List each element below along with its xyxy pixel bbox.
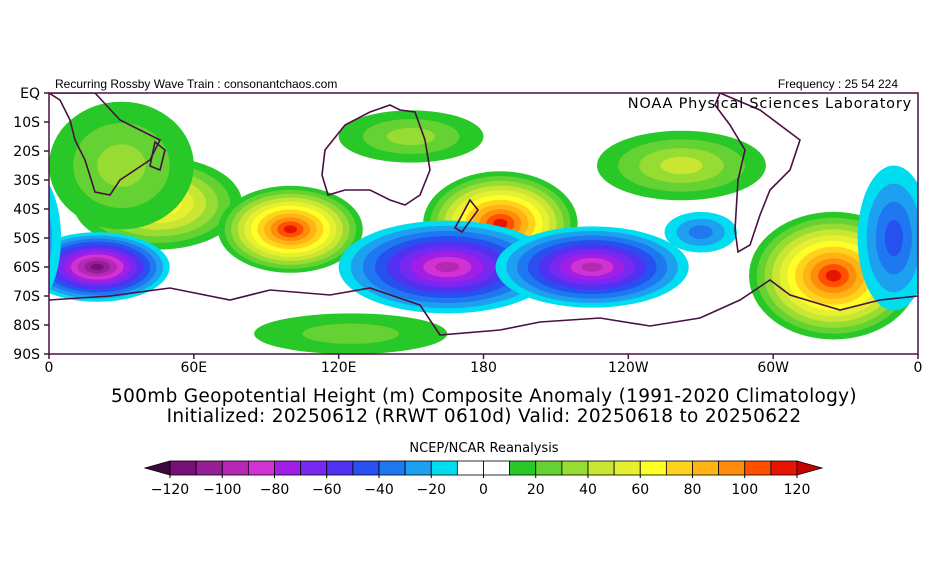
colorbar-box (509, 460, 537, 476)
anomaly-contour (688, 225, 713, 239)
y-tick-label: 20S (13, 144, 40, 160)
colorbar-box (247, 460, 275, 476)
madagascar-coast (149, 140, 166, 172)
y-tick-label: 60S (13, 260, 40, 276)
colorbar-box (744, 460, 772, 476)
colorbar-tick-label: 80 (684, 482, 702, 498)
colorbar-box (587, 460, 615, 476)
new-zealand-coast (453, 198, 480, 234)
colorbar-under (143, 460, 171, 476)
colorbar-tick-label: −120 (151, 482, 189, 498)
colorbar-box (326, 460, 354, 476)
coastlines (49, 93, 918, 336)
colorbar-tick-label: 20 (527, 482, 545, 498)
anomaly-contour (49, 213, 53, 263)
anomaly-contour (0, 241, 11, 311)
header-left: Recurring Rossby Wave Train : consonantc… (55, 77, 337, 91)
south-america-coast (714, 93, 801, 254)
colorbar-title: NCEP/NCAR Reanalysis (409, 441, 558, 456)
colorbar-box (300, 460, 328, 476)
y-tick-label: 90S (13, 347, 40, 363)
colorbar-tick-label: −40 (364, 482, 394, 498)
anomaly-contour (0, 247, 3, 305)
anomaly-contour (825, 269, 842, 282)
colorbar-box (430, 460, 458, 476)
credit: NOAA Physical Sciences Laboratory (628, 96, 912, 112)
colorbar-tick-label: −20 (416, 482, 446, 498)
colorbar-box (613, 460, 641, 476)
colorbar-box (770, 460, 798, 476)
colorbar-tick-label: −100 (203, 482, 241, 498)
colorbar-box (639, 460, 667, 476)
anomaly-contour (581, 262, 603, 272)
colorbar-box (195, 460, 223, 476)
colorbar-over (796, 460, 824, 476)
australia-coast (321, 104, 431, 206)
anomaly-contour (386, 127, 436, 146)
colorbar-box (274, 460, 302, 476)
anomaly-contour (918, 102, 930, 230)
colorbar-tick-label: −80 (260, 482, 290, 498)
x-tick-label: 60E (180, 360, 207, 376)
colorbar-box (169, 460, 197, 476)
colorbar-box (221, 460, 249, 476)
anomaly-contour (283, 225, 297, 234)
anomaly-contour (49, 183, 62, 293)
x-tick-label: 0 (914, 360, 923, 376)
x-tick-label: 120E (321, 360, 357, 376)
colorbar-tick-label: 100 (731, 482, 758, 498)
antarctica-coast (49, 279, 918, 336)
anomaly-contour (435, 261, 460, 273)
header-right: Frequency : 25 54 224 (778, 77, 898, 91)
map-title: 500mb Geopotential Height (m) Composite … (111, 386, 857, 407)
x-tick-label: 0 (45, 360, 54, 376)
y-tick-label: 70S (13, 289, 40, 305)
anomaly-contour (884, 219, 903, 257)
colorbar-box (378, 460, 406, 476)
colorbar-box (692, 460, 720, 476)
colorbar-tick-label: 60 (631, 482, 649, 498)
colorbar-tick-label: −60 (312, 482, 342, 498)
colorbar-tick-label: 120 (784, 482, 811, 498)
y-tick-label: 30S (13, 173, 40, 189)
x-tick-label: 120W (608, 360, 649, 376)
africa-coast (49, 93, 162, 196)
y-tick-label: 50S (13, 231, 40, 247)
colorbar-box (456, 460, 484, 476)
colorbar-box (483, 460, 511, 476)
y-tick-label: 10S (13, 115, 40, 131)
anomaly-contour (90, 263, 104, 271)
colorbar-box (404, 460, 432, 476)
x-tick-label: 60W (757, 360, 789, 376)
anomaly-contour (660, 156, 703, 175)
colorbar: −120 −100 −80 −60 −40 −20 0 20 40 60 80 100 120 (143, 460, 824, 498)
y-tick-label: EQ (20, 86, 40, 102)
y-tick-label: 40S (13, 202, 40, 218)
colorbar-box (535, 460, 563, 476)
anomaly-field (0, 101, 930, 354)
map-subtitle: Initialized: 20250612 (RRWT 0610d) Valid… (167, 406, 802, 427)
colorbar-box (665, 460, 693, 476)
colorbar-box (561, 460, 589, 476)
axes: 0 60E 120E 180 120W 60W 0 EQ 10S 20S 30S 40S 50S 60S 7… (13, 86, 922, 376)
colorbar-tick-label: 0 (479, 482, 488, 498)
colorbar-box (718, 460, 746, 476)
anomaly-contour (302, 323, 400, 344)
x-tick-label: 180 (470, 360, 497, 376)
colorbar-box (352, 460, 380, 476)
colorbar-tick-label: 40 (579, 482, 597, 498)
anomaly-contour (97, 144, 146, 187)
y-tick-label: 80S (13, 318, 40, 334)
anomaly-contour (920, 245, 930, 289)
